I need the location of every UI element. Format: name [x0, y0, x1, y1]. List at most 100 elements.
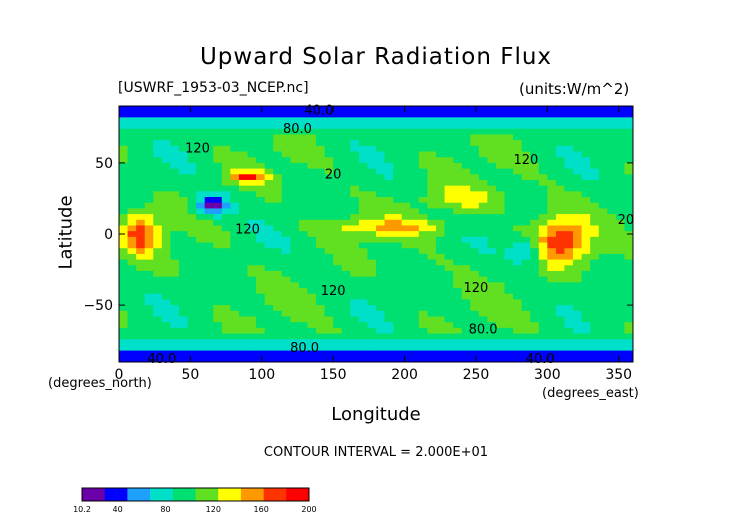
- heatmap-cell: [281, 259, 291, 266]
- heatmap-cell: [453, 242, 463, 249]
- heatmap-cell: [256, 333, 266, 340]
- heatmap-cell: [590, 259, 600, 266]
- heatmap-cell: [607, 322, 617, 329]
- heatmap-cell: [127, 219, 137, 226]
- heatmap-cell: [410, 117, 420, 124]
- heatmap-cell: [393, 174, 403, 181]
- heatmap-cell: [478, 225, 488, 232]
- heatmap-cell: [598, 168, 608, 175]
- heatmap-cell: [264, 168, 274, 175]
- heatmap-cell: [221, 293, 231, 300]
- heatmap-cell: [590, 145, 600, 153]
- heatmap-cell: [564, 225, 574, 232]
- heatmap-cell: [341, 140, 351, 147]
- heatmap-cell: [521, 350, 531, 357]
- heatmap-cell: [513, 339, 523, 346]
- heatmap-cell: [453, 185, 463, 192]
- heatmap-cell: [153, 270, 163, 278]
- heatmap-cell: [547, 282, 557, 289]
- heatmap-cell: [513, 145, 523, 153]
- heatmap-cell: [170, 214, 180, 221]
- heatmap-cell: [461, 356, 471, 363]
- heatmap-cell: [573, 231, 583, 238]
- heatmap-cell: [324, 339, 334, 346]
- heatmap-cell: [153, 151, 163, 158]
- heatmap-cell: [196, 310, 206, 317]
- heatmap-cell: [607, 185, 617, 192]
- heatmap-cell: [161, 202, 171, 209]
- heatmap-cell: [230, 350, 240, 357]
- heatmap-cell: [367, 299, 377, 306]
- heatmap-cell: [504, 128, 514, 135]
- heatmap-cell: [341, 111, 351, 118]
- heatmap-cell: [144, 333, 154, 340]
- heatmap-cell: [298, 202, 308, 209]
- heatmap-cell: [136, 145, 146, 153]
- heatmap-cell: [341, 242, 351, 249]
- heatmap-cell: [153, 310, 163, 317]
- heatmap-cell: [298, 293, 308, 300]
- heatmap-cell: [624, 111, 634, 118]
- heatmap-cell: [564, 140, 574, 147]
- heatmap-cell: [273, 356, 283, 363]
- heatmap-cell: [341, 157, 351, 164]
- heatmap-cell: [470, 327, 480, 335]
- heatmap-cell: [461, 282, 471, 289]
- heatmap-cell: [487, 140, 497, 147]
- heatmap-cell: [358, 140, 368, 147]
- heatmap-cell: [530, 168, 540, 175]
- heatmap-cell: [316, 123, 326, 130]
- heatmap-cell: [435, 128, 446, 135]
- heatmap-cell: [221, 214, 231, 221]
- heatmap-cell: [264, 305, 274, 312]
- heatmap-cell: [273, 128, 283, 135]
- heatmap-cell: [401, 214, 411, 221]
- heatmap-cell: [247, 134, 257, 141]
- heatmap-cell: [418, 225, 428, 232]
- heatmap-cell: [187, 151, 197, 158]
- colorbar-tick-label: 200: [301, 505, 316, 514]
- heatmap-cell: [144, 145, 154, 153]
- heatmap-cell: [281, 253, 291, 261]
- colorbar-swatch: [116, 488, 123, 501]
- heatmap-cell: [453, 350, 463, 357]
- heatmap-cell: [384, 350, 394, 357]
- heatmap-cell: [607, 145, 617, 153]
- heatmap-cell: [435, 248, 446, 255]
- heatmap-cell: [470, 191, 480, 198]
- heatmap-cell: [298, 145, 308, 153]
- heatmap-cell: [196, 162, 206, 170]
- heatmap-cell: [607, 339, 617, 346]
- heatmap-cell: [221, 231, 231, 238]
- heatmap-cell: [178, 111, 189, 118]
- heatmap-cell: [127, 140, 137, 147]
- heatmap-cell: [247, 276, 257, 283]
- heatmap-cell: [273, 219, 283, 226]
- heatmap-cell: [153, 282, 163, 289]
- heatmap-cell: [521, 276, 531, 283]
- heatmap-cell: [487, 225, 497, 232]
- heatmap-cell: [393, 157, 403, 164]
- heatmap-cell: [453, 145, 463, 153]
- heatmap-cell: [298, 350, 308, 357]
- heatmap-cell: [350, 174, 360, 181]
- heatmap-cell: [581, 305, 591, 312]
- heatmap-cell: [376, 276, 386, 283]
- heatmap-cell: [307, 293, 317, 300]
- heatmap-cell: [316, 253, 326, 261]
- heatmap-cell: [624, 253, 634, 261]
- heatmap-cell: [435, 350, 446, 357]
- heatmap-cell: [161, 174, 171, 181]
- heatmap-cell: [367, 134, 377, 141]
- heatmap-cell: [136, 344, 146, 352]
- heatmap-cell: [316, 191, 326, 198]
- heatmap-cell: [221, 299, 231, 306]
- heatmap-cell: [461, 288, 471, 295]
- heatmap-cell: [607, 168, 617, 175]
- heatmap-cell: [598, 316, 608, 323]
- heatmap-cell: [590, 231, 600, 238]
- heatmap-cell: [298, 310, 308, 317]
- heatmap-cell: [461, 327, 471, 335]
- heatmap-cell: [461, 305, 471, 312]
- heatmap-cell: [350, 128, 360, 135]
